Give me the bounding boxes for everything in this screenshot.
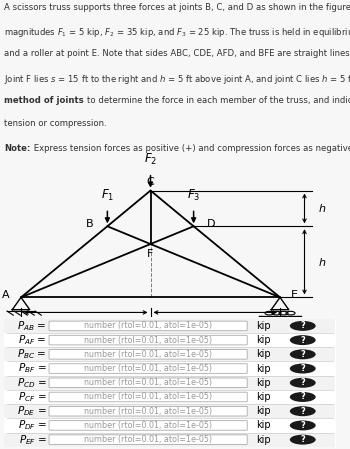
Text: $P_{EF}$ =: $P_{EF}$ =	[19, 433, 47, 447]
Text: kip: kip	[256, 378, 271, 388]
Text: $P_{CD}$ =: $P_{CD}$ =	[16, 376, 47, 390]
Text: number (rtol=0.01, atol=1e-05): number (rtol=0.01, atol=1e-05)	[84, 364, 212, 373]
Text: ?: ?	[300, 350, 305, 359]
Text: $P_{BC}$ =: $P_{BC}$ =	[17, 348, 47, 361]
Text: $P_{DF}$ =: $P_{DF}$ =	[18, 418, 47, 432]
Text: $P_{AB}$ =: $P_{AB}$ =	[18, 319, 47, 333]
Text: $P_{BF}$ =: $P_{BF}$ =	[18, 361, 47, 375]
Circle shape	[290, 435, 316, 445]
Text: E: E	[290, 290, 298, 299]
Text: kip: kip	[256, 321, 271, 331]
Text: $P_{DE}$ =: $P_{DE}$ =	[17, 404, 47, 418]
Text: Joint F lies $s$ = 15 ft to the right and $h$ = 5 ft above joint A, and joint C : Joint F lies $s$ = 15 ft to the right an…	[4, 73, 350, 86]
Bar	[4, 404, 335, 418]
Circle shape	[290, 335, 316, 345]
Text: kip: kip	[256, 406, 271, 416]
Text: kip: kip	[256, 349, 271, 359]
Bar	[4, 376, 335, 390]
Text: Note:: Note:	[4, 144, 30, 153]
FancyBboxPatch shape	[49, 392, 247, 402]
Text: B: B	[86, 219, 94, 229]
Circle shape	[290, 420, 316, 431]
Circle shape	[290, 349, 316, 359]
Circle shape	[290, 392, 316, 402]
Text: kip: kip	[256, 335, 271, 345]
Text: A scissors truss supports three forces at joints B, C, and D as shown in the fig: A scissors truss supports three forces a…	[4, 3, 350, 12]
Text: ?: ?	[300, 321, 305, 330]
Circle shape	[290, 378, 316, 388]
Text: ?: ?	[300, 378, 305, 387]
Text: ?: ?	[300, 407, 305, 416]
FancyBboxPatch shape	[1, 318, 338, 448]
Text: kip: kip	[256, 364, 271, 374]
Text: kip: kip	[256, 420, 271, 431]
Text: number (rtol=0.01, atol=1e-05): number (rtol=0.01, atol=1e-05)	[84, 335, 212, 345]
Text: D: D	[207, 219, 215, 229]
FancyBboxPatch shape	[49, 435, 247, 445]
FancyBboxPatch shape	[49, 406, 247, 416]
FancyBboxPatch shape	[49, 421, 247, 430]
Text: $F_2$: $F_2$	[144, 152, 157, 167]
Text: number (rtol=0.01, atol=1e-05): number (rtol=0.01, atol=1e-05)	[84, 321, 212, 330]
Text: ?: ?	[300, 421, 305, 430]
Text: $h$: $h$	[318, 202, 327, 215]
Text: $P_{CF}$ =: $P_{CF}$ =	[18, 390, 47, 404]
Text: to determine the force in each member of the truss, and indicate whether they ar: to determine the force in each member of…	[87, 96, 350, 105]
Circle shape	[290, 364, 316, 374]
Text: and a roller at point E. Note that sides ABC, CDE, AFD, and BFE are straight lin: and a roller at point E. Note that sides…	[4, 49, 350, 58]
Text: number (rtol=0.01, atol=1e-05): number (rtol=0.01, atol=1e-05)	[84, 392, 212, 401]
FancyBboxPatch shape	[49, 335, 247, 345]
Text: $P_{AF}$ =: $P_{AF}$ =	[18, 333, 47, 347]
Text: A: A	[1, 290, 9, 299]
Text: ?: ?	[300, 335, 305, 345]
Text: F: F	[147, 249, 154, 259]
Circle shape	[290, 406, 316, 416]
Text: $s$: $s$	[82, 322, 90, 332]
Text: magnitudes $F_1$ = 5 kip, $F_2$ = 35 kip, and $F_3$ = 25 kip. The truss is held : magnitudes $F_1$ = 5 kip, $F_2$ = 35 kip…	[4, 26, 350, 39]
Text: $h$: $h$	[318, 256, 327, 268]
Text: $s$: $s$	[211, 322, 219, 332]
Bar	[4, 348, 335, 361]
Text: kip: kip	[256, 435, 271, 445]
Text: number (rtol=0.01, atol=1e-05): number (rtol=0.01, atol=1e-05)	[84, 421, 212, 430]
Circle shape	[290, 321, 316, 331]
Text: method of joints: method of joints	[4, 96, 87, 105]
Text: tension or compression.: tension or compression.	[4, 119, 107, 128]
Text: $F_3$: $F_3$	[187, 188, 200, 203]
Text: number (rtol=0.01, atol=1e-05): number (rtol=0.01, atol=1e-05)	[84, 378, 212, 387]
FancyBboxPatch shape	[49, 321, 247, 331]
FancyBboxPatch shape	[49, 349, 247, 359]
Text: ?: ?	[300, 392, 305, 401]
Text: C: C	[147, 177, 154, 187]
Text: ?: ?	[300, 435, 305, 444]
Text: number (rtol=0.01, atol=1e-05): number (rtol=0.01, atol=1e-05)	[84, 435, 212, 444]
Bar	[4, 319, 335, 333]
Text: number (rtol=0.01, atol=1e-05): number (rtol=0.01, atol=1e-05)	[84, 407, 212, 416]
Text: ?: ?	[300, 364, 305, 373]
FancyBboxPatch shape	[49, 378, 247, 387]
Text: $F_1$: $F_1$	[101, 188, 114, 203]
Bar	[4, 433, 335, 447]
Text: kip: kip	[256, 392, 271, 402]
Text: Express tension forces as positive (+) and compression forces as negative (-).: Express tension forces as positive (+) a…	[30, 144, 350, 153]
Text: number (rtol=0.01, atol=1e-05): number (rtol=0.01, atol=1e-05)	[84, 350, 212, 359]
FancyBboxPatch shape	[49, 364, 247, 374]
